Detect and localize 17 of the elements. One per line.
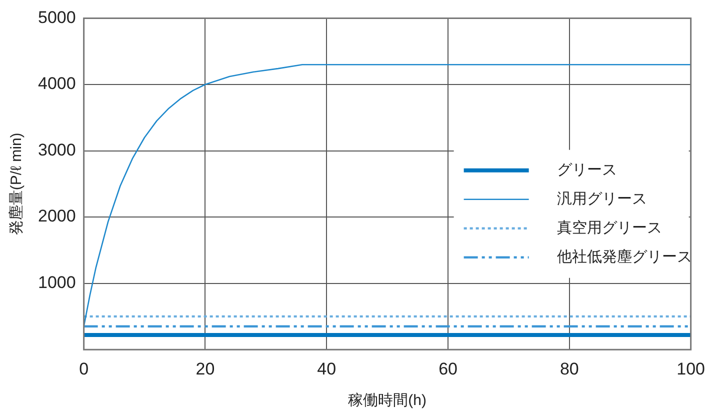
legend-label: 真空用グリース <box>556 220 662 237</box>
y-tick-label: 3000 <box>38 140 76 160</box>
y-tick-label: 1000 <box>38 273 76 292</box>
y-tick-label: 2000 <box>38 206 76 226</box>
x-tick-label: 60 <box>438 359 458 378</box>
legend-label: 汎用グリース <box>556 190 647 208</box>
y-tick-label: 5000 <box>38 8 76 27</box>
legend-label: グリース <box>556 162 617 179</box>
x-tick-label: 20 <box>196 359 215 378</box>
x-tick-label: 100 <box>676 359 706 378</box>
y-tick-label: 4000 <box>38 74 76 94</box>
x-tick-label: 80 <box>560 359 579 378</box>
x-axis-title: 稼働時間(h) <box>348 392 426 410</box>
x-tick-label: 0 <box>79 359 89 378</box>
legend-label: 他社低発塵グリース <box>556 248 692 266</box>
y-axis-title: 発塵量(P/ℓ min) <box>8 132 26 236</box>
x-tick-label: 40 <box>317 359 336 378</box>
